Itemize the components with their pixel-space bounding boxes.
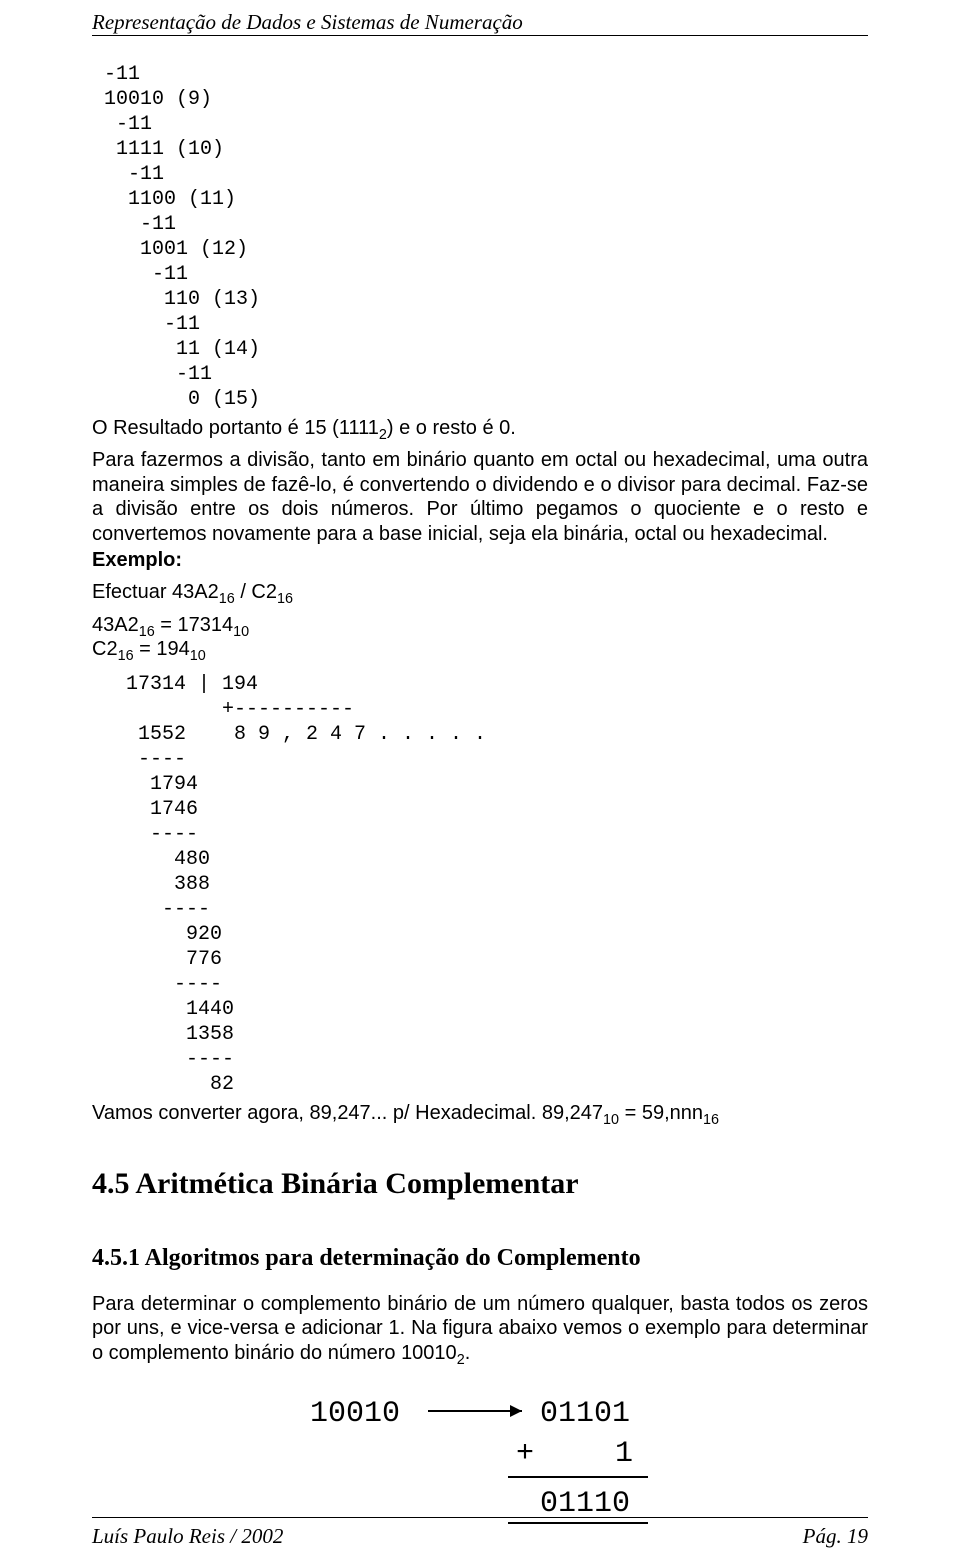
running-header: Representação de Dados e Sistemas de Num… [92,0,868,36]
efectuar-prefix: Efectuar 43A2 [92,581,219,603]
efectuar-mid: / C2 [235,581,277,603]
efectuar-sub2: 16 [277,591,293,607]
exemplo-label: Exemplo: [92,548,868,572]
subsection-heading: 4.5.1 Algoritmos para determinação do Co… [92,1245,868,1272]
section-heading: 4.5 Aritmética Binária Complementar [92,1167,868,1201]
conv1-rhs-sub: 10 [233,624,249,640]
convert-t1: Vamos converter agora, 89,247... p/ Hexa… [92,1102,603,1124]
footer-right: Pág. 19 [803,1524,868,1549]
convert-line: Vamos converter agora, 89,247... p/ Hexa… [92,1101,868,1125]
svg-text:01101: 01101 [540,1397,630,1431]
page: Representação de Dados e Sistemas de Num… [0,0,960,1567]
resultado-prefix: O Resultado portanto é 15 (1111 [92,417,379,439]
conv1-lhs: 43A2 [92,614,139,636]
svg-text:+: + [516,1437,534,1471]
svg-text:01110: 01110 [540,1487,630,1521]
resultado-sub: 2 [379,427,387,443]
paragraph-complemento: Para determinar o complemento binário de… [92,1292,868,1365]
efectuar-sub1: 16 [219,591,235,607]
code-block-subtraction: -11 10010 (9) -11 1111 (10) -11 1100 (11… [92,62,868,412]
complemento-sub: 2 [457,1352,465,1368]
convert-sub2: 16 [703,1112,719,1128]
svg-text:1: 1 [615,1437,633,1471]
complemento-t2: . [465,1342,471,1364]
code-block-division: 17314 | 194 +---------- 1552 8 9 , 2 4 7… [92,672,868,1097]
conv-line-2: C216 = 19410 [92,637,868,661]
conv2-lhs: C2 [92,638,118,660]
footer: Luís Paulo Reis / 2002 Pág. 19 [92,1517,868,1549]
exemplo-label-text: Exemplo: [92,549,182,571]
conv2-lhs-sub: 16 [118,648,134,664]
footer-left: Luís Paulo Reis / 2002 [92,1524,283,1549]
conv2-rhs-sub: 10 [190,648,206,664]
convert-sub1: 10 [603,1112,619,1128]
svg-text:10010: 10010 [310,1397,400,1431]
paragraph-divisao: Para fazermos a divisão, tanto em binári… [92,448,868,546]
conv1-eq: = 17314 [155,614,233,636]
conv-line-1: 43A216 = 1731410 [92,613,868,637]
resultado-line: O Resultado portanto é 15 (11112) e o re… [92,416,868,440]
efectuar-line: Efectuar 43A216 / C216 [92,580,868,604]
complemento-t1: Para determinar o complemento binário de… [92,1293,868,1364]
conv2-eq: = 194 [134,638,190,660]
resultado-suffix: ) e o resto é 0. [387,417,516,439]
convert-t2: = 59,nnn [619,1102,703,1124]
